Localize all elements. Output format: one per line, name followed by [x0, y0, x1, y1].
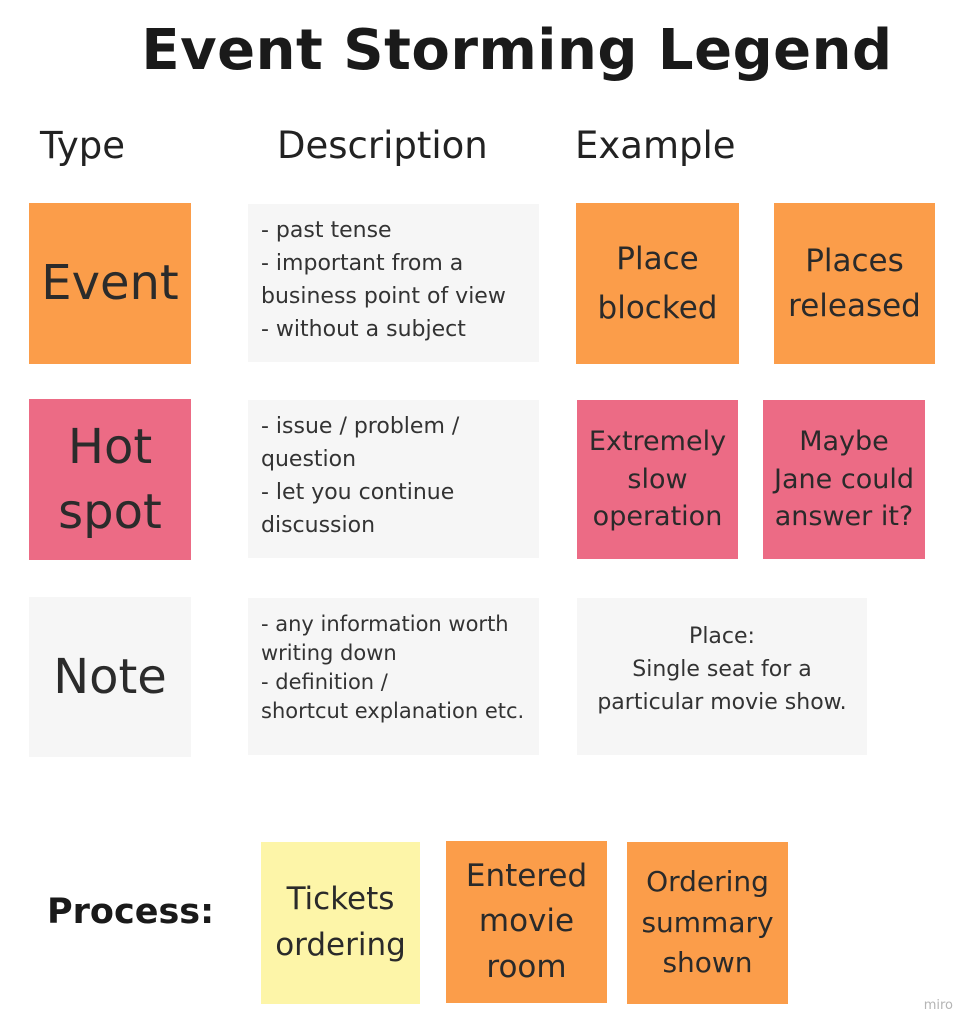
column-header-example: Example	[575, 124, 736, 167]
sticky-process-entered-movie-room[interactable]: Entered movie room	[446, 841, 607, 1003]
sticky-text-line: movie	[478, 903, 575, 940]
sticky-text-line: answer it?	[774, 501, 914, 533]
sticky-example-extremely-slow-operation[interactable]: Extremely slow operation	[577, 400, 738, 559]
sticky-text-line: released	[788, 287, 921, 324]
sticky-text-line: Place:	[689, 624, 755, 649]
description-line: shortcut explanation etc.	[261, 698, 525, 723]
description-line: writing down	[261, 640, 397, 665]
sticky-text-line: Maybe	[799, 425, 889, 457]
sticky-text-line: Hot	[67, 418, 153, 475]
sticky-text-line: Extremely	[588, 425, 727, 457]
sticky-process-ordering-summary-shown[interactable]: Ordering summary shown	[627, 842, 788, 1004]
process-label: Process:	[47, 892, 215, 932]
sticky-text-line: summary	[641, 905, 774, 939]
description-line: - let you continue	[261, 480, 455, 505]
miro-watermark: miro	[923, 998, 953, 1013]
sticky-example-places-released[interactable]: Places released	[774, 203, 935, 364]
description-line: business point of view	[261, 284, 506, 309]
sticky-type-event[interactable]: Event	[29, 203, 191, 364]
sticky-text-line: shown	[662, 946, 753, 980]
description-line: - without a subject	[261, 317, 466, 342]
description-line: - important from a	[261, 251, 464, 276]
sticky-text-line: Entered	[465, 857, 588, 894]
sticky-text-line: ordering	[275, 927, 406, 963]
sticky-process-tickets-ordering[interactable]: Tickets ordering	[261, 842, 420, 1004]
sticky-text-line: Jane could	[774, 463, 914, 495]
sticky-type-note[interactable]: Note	[29, 597, 191, 757]
sticky-text-line: particular movie show.	[597, 690, 847, 715]
sticky-example-place-blocked[interactable]: Place blocked	[576, 203, 739, 364]
sticky-description-note[interactable]: - any information worth writing down - d…	[248, 598, 539, 755]
sticky-description-event[interactable]: - past tense - important from a business…	[248, 204, 539, 362]
sticky-example-place-definition[interactable]: Place: Single seat for a particular movi…	[577, 598, 867, 755]
sticky-text-line: Single seat for a	[632, 657, 812, 682]
description-line: - any information worth	[261, 612, 509, 636]
column-header-description: Description	[277, 124, 488, 167]
sticky-text-line: Event	[41, 255, 179, 312]
sticky-text-line: spot	[58, 483, 162, 540]
sticky-text-line: Tickets	[286, 881, 395, 918]
sticky-text-line: Ordering	[646, 865, 769, 899]
description-line: discussion	[261, 513, 376, 538]
description-line: - issue / problem /	[261, 414, 460, 439]
sticky-text-line: Place	[616, 241, 699, 278]
sticky-type-hot-spot[interactable]: Hot spot	[29, 399, 191, 560]
sticky-text-line: slow	[627, 463, 688, 495]
sticky-example-maybe-jane[interactable]: Maybe Jane could answer it?	[763, 400, 925, 559]
sticky-description-hot-spot[interactable]: - issue / problem / question - let you c…	[248, 400, 539, 558]
sticky-text-line: blocked	[597, 289, 718, 326]
board-title: Event Storming Legend	[141, 18, 893, 83]
description-line: question	[261, 447, 357, 472]
description-line: - past tense	[261, 218, 392, 243]
description-line: - definition /	[261, 669, 388, 694]
sticky-text-line: Places	[805, 243, 904, 280]
sticky-text-line: room	[486, 948, 567, 985]
column-header-type: Type	[40, 124, 125, 167]
sticky-text-line: operation	[592, 501, 723, 533]
sticky-text-line: Note	[53, 648, 167, 705]
